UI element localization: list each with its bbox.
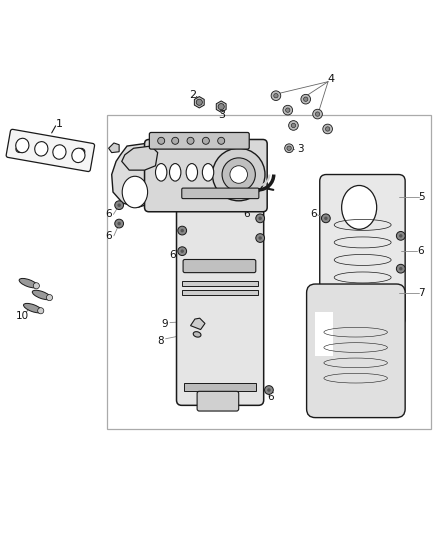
Circle shape xyxy=(230,166,247,183)
Text: 8: 8 xyxy=(157,336,164,346)
Text: 6: 6 xyxy=(243,209,250,220)
Ellipse shape xyxy=(35,142,48,156)
Ellipse shape xyxy=(193,332,201,337)
Circle shape xyxy=(304,97,308,101)
Circle shape xyxy=(323,124,332,134)
Text: 6: 6 xyxy=(417,246,424,256)
FancyBboxPatch shape xyxy=(307,284,405,418)
Text: 6: 6 xyxy=(310,209,317,220)
FancyBboxPatch shape xyxy=(320,174,405,326)
Text: 6: 6 xyxy=(267,392,274,401)
Circle shape xyxy=(256,233,265,243)
Circle shape xyxy=(178,247,187,255)
Text: 3: 3 xyxy=(218,110,225,120)
Circle shape xyxy=(265,386,273,394)
Circle shape xyxy=(325,127,330,131)
Circle shape xyxy=(33,282,39,289)
Circle shape xyxy=(267,388,271,392)
Bar xyxy=(107,115,431,429)
Text: 6: 6 xyxy=(105,209,112,220)
Circle shape xyxy=(301,94,311,104)
Text: 3: 3 xyxy=(297,144,304,154)
Ellipse shape xyxy=(342,185,377,229)
Circle shape xyxy=(158,138,165,144)
Polygon shape xyxy=(122,146,158,170)
FancyBboxPatch shape xyxy=(6,130,95,172)
FancyBboxPatch shape xyxy=(177,184,264,405)
Circle shape xyxy=(218,138,225,144)
Circle shape xyxy=(115,219,124,228)
Circle shape xyxy=(187,138,194,144)
Circle shape xyxy=(115,201,124,209)
Circle shape xyxy=(283,106,293,115)
Circle shape xyxy=(212,148,265,201)
Circle shape xyxy=(172,138,179,144)
Ellipse shape xyxy=(16,138,29,152)
Polygon shape xyxy=(191,318,205,329)
Circle shape xyxy=(396,231,405,240)
Ellipse shape xyxy=(170,164,181,181)
Circle shape xyxy=(399,267,403,270)
Text: 6: 6 xyxy=(105,231,112,241)
Circle shape xyxy=(258,236,262,240)
FancyBboxPatch shape xyxy=(182,188,259,199)
Circle shape xyxy=(196,99,202,106)
Circle shape xyxy=(315,112,320,116)
Polygon shape xyxy=(112,143,166,207)
Circle shape xyxy=(180,229,184,232)
Circle shape xyxy=(256,214,265,223)
Circle shape xyxy=(285,144,293,152)
Ellipse shape xyxy=(122,176,148,208)
FancyBboxPatch shape xyxy=(149,133,249,149)
Ellipse shape xyxy=(202,164,214,181)
Circle shape xyxy=(291,123,296,128)
Ellipse shape xyxy=(78,148,85,155)
Ellipse shape xyxy=(53,145,66,159)
Ellipse shape xyxy=(72,148,85,163)
FancyBboxPatch shape xyxy=(183,260,256,273)
Circle shape xyxy=(321,214,330,223)
Circle shape xyxy=(396,264,405,273)
Circle shape xyxy=(399,234,403,238)
Circle shape xyxy=(117,222,121,225)
Circle shape xyxy=(46,295,53,301)
Ellipse shape xyxy=(32,290,51,300)
FancyBboxPatch shape xyxy=(182,281,258,286)
Polygon shape xyxy=(109,143,119,152)
Ellipse shape xyxy=(16,147,23,152)
FancyBboxPatch shape xyxy=(184,383,256,391)
Ellipse shape xyxy=(24,303,42,313)
Circle shape xyxy=(222,158,255,191)
Ellipse shape xyxy=(19,278,38,288)
FancyBboxPatch shape xyxy=(315,312,333,356)
Circle shape xyxy=(38,308,44,314)
Ellipse shape xyxy=(155,164,167,181)
FancyBboxPatch shape xyxy=(197,391,239,411)
Circle shape xyxy=(313,109,322,119)
Text: 5: 5 xyxy=(418,192,425,203)
Circle shape xyxy=(178,226,187,235)
Circle shape xyxy=(258,216,262,220)
Circle shape xyxy=(180,249,184,253)
Circle shape xyxy=(218,103,224,110)
Circle shape xyxy=(289,120,298,130)
Text: 1: 1 xyxy=(56,119,63,128)
Circle shape xyxy=(286,108,290,112)
Circle shape xyxy=(324,216,328,220)
Circle shape xyxy=(202,138,209,144)
Text: 4: 4 xyxy=(327,74,334,84)
Circle shape xyxy=(117,204,121,207)
Text: 2: 2 xyxy=(189,90,196,100)
Text: 11: 11 xyxy=(172,188,185,198)
Circle shape xyxy=(271,91,281,101)
FancyBboxPatch shape xyxy=(182,290,258,295)
Text: 7: 7 xyxy=(418,288,425,298)
Text: 10: 10 xyxy=(16,311,29,320)
Text: 9: 9 xyxy=(161,319,168,329)
Circle shape xyxy=(274,93,278,98)
Text: 6: 6 xyxy=(169,250,176,260)
Ellipse shape xyxy=(186,164,198,181)
Circle shape xyxy=(287,146,291,150)
FancyBboxPatch shape xyxy=(145,140,267,212)
